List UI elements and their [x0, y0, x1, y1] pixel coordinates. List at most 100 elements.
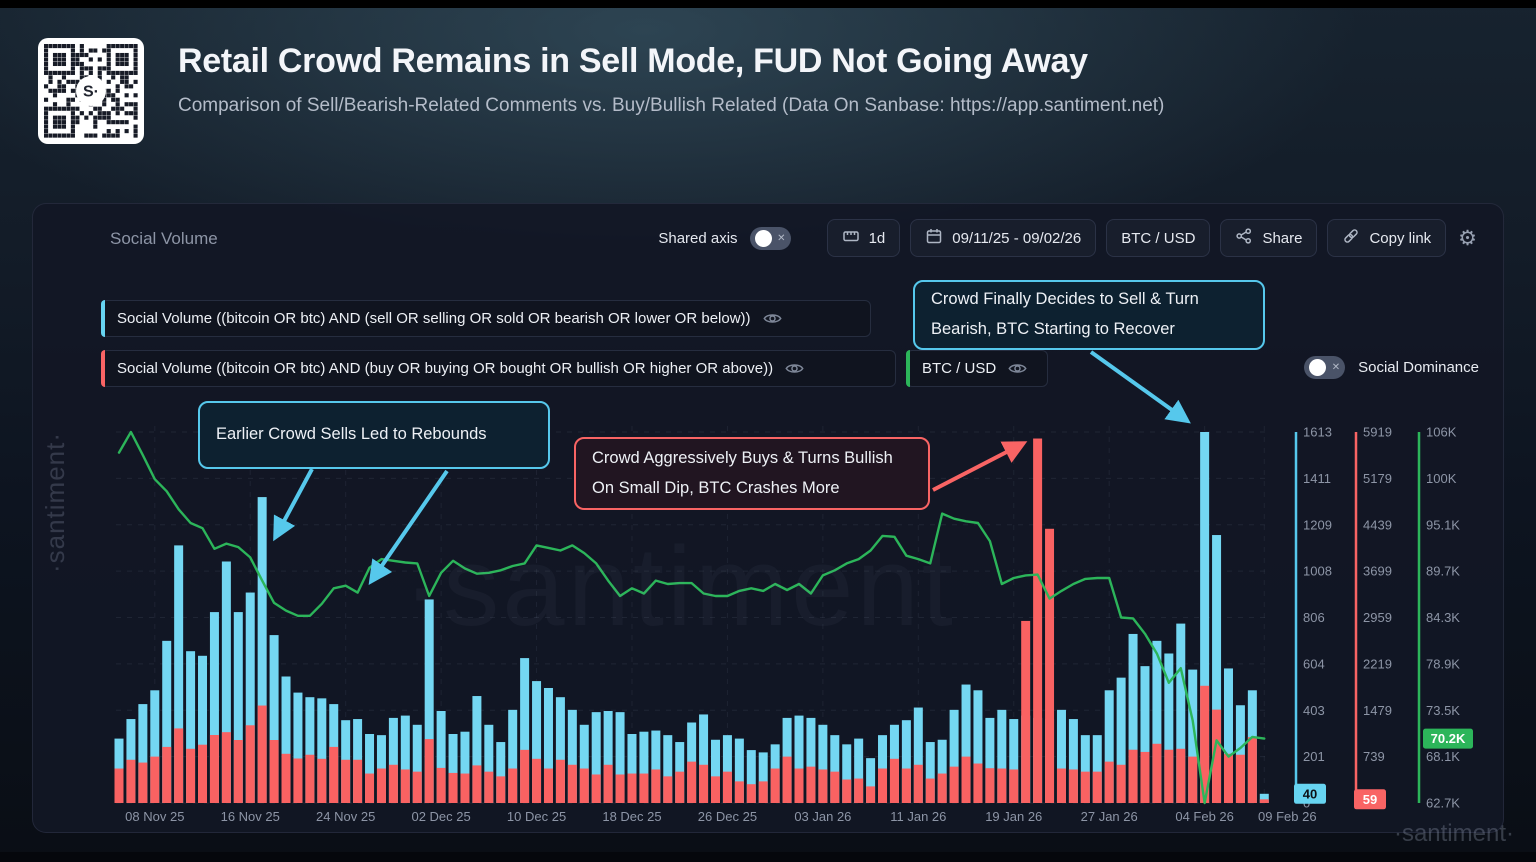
bar-buy[interactable]	[651, 769, 661, 803]
bar-sell[interactable]	[913, 707, 923, 803]
bar-buy[interactable]	[1212, 709, 1222, 803]
bar-sell[interactable]	[281, 676, 291, 803]
bar-buy[interactable]	[734, 781, 744, 803]
bar-sell[interactable]	[1200, 432, 1210, 803]
bar-buy[interactable]	[520, 749, 530, 803]
bar-sell[interactable]	[1188, 669, 1198, 803]
bar-sell[interactable]	[949, 709, 959, 803]
bar-sell[interactable]	[1009, 719, 1019, 803]
bar-buy[interactable]	[603, 764, 613, 803]
bar-sell[interactable]	[448, 733, 458, 803]
bar-buy[interactable]	[114, 768, 124, 803]
bar-sell[interactable]	[1259, 793, 1269, 803]
bar-sell[interactable]	[508, 709, 518, 803]
bar-sell[interactable]	[1092, 735, 1102, 803]
bar-buy[interactable]	[889, 758, 899, 803]
legend-item-buy[interactable]: Social Volume ((bitcoin OR btc) AND (buy…	[101, 350, 896, 387]
bar-buy[interactable]	[233, 740, 243, 803]
bar-buy[interactable]	[209, 734, 219, 803]
bar-buy[interactable]	[961, 756, 971, 803]
legend-item-btc[interactable]: BTC / USD	[906, 350, 1048, 387]
bar-buy[interactable]	[257, 705, 267, 803]
bar-buy[interactable]	[174, 728, 184, 803]
bar-buy[interactable]	[591, 774, 601, 803]
bar-sell[interactable]	[221, 561, 231, 803]
bar-sell[interactable]	[388, 717, 398, 803]
bar-sell[interactable]	[734, 738, 744, 803]
bar-sell[interactable]	[400, 715, 410, 803]
bar-buy[interactable]	[376, 768, 386, 803]
bar-sell[interactable]	[758, 752, 768, 803]
bar-sell[interactable]	[1080, 735, 1090, 803]
bar-buy[interactable]	[1092, 771, 1102, 803]
bar-buy[interactable]	[758, 781, 768, 803]
bar-buy[interactable]	[949, 766, 959, 803]
bar-sell[interactable]	[651, 730, 661, 803]
bar-buy[interactable]	[1188, 756, 1198, 803]
bar-buy[interactable]	[555, 759, 565, 803]
bar-sell[interactable]	[555, 697, 565, 803]
bar-buy[interactable]	[1164, 749, 1174, 803]
bar-sell[interactable]	[365, 733, 375, 803]
bar-buy[interactable]	[281, 753, 291, 803]
bar-buy[interactable]	[221, 732, 231, 803]
bar-buy[interactable]	[484, 771, 494, 803]
bar-sell[interactable]	[722, 735, 732, 803]
bar-buy[interactable]	[508, 768, 518, 803]
gear-icon[interactable]: ⚙	[1458, 226, 1477, 250]
bar-buy[interactable]	[365, 773, 375, 803]
bar-sell[interactable]	[1056, 709, 1066, 803]
bar-sell[interactable]	[937, 739, 947, 803]
bar-buy[interactable]	[162, 746, 172, 803]
bar-sell[interactable]	[138, 704, 148, 803]
bar-sell[interactable]	[484, 724, 494, 803]
bar-buy[interactable]	[937, 773, 947, 803]
bar-buy[interactable]	[460, 773, 470, 803]
bar-sell[interactable]	[746, 750, 756, 803]
bar-buy[interactable]	[186, 748, 196, 803]
bar-sell[interactable]	[198, 655, 208, 803]
bar-buy[interactable]	[913, 764, 923, 803]
bar-sell[interactable]	[293, 692, 303, 803]
chart-canvas[interactable]: 1613141112091008806604403201059195179443…	[33, 204, 1505, 834]
bar-sell[interactable]	[806, 717, 816, 803]
bar-sell[interactable]	[174, 545, 184, 803]
bar-sell[interactable]	[317, 698, 327, 803]
bar-buy[interactable]	[1021, 620, 1031, 803]
bar-buy[interactable]	[1152, 743, 1162, 803]
pair-button[interactable]: BTC / USD	[1106, 219, 1211, 257]
share-button[interactable]: Share	[1220, 219, 1318, 257]
bar-buy[interactable]	[1140, 751, 1150, 803]
eye-icon[interactable]	[785, 359, 804, 378]
bar-buy[interactable]	[138, 762, 148, 803]
bar-sell[interactable]	[615, 712, 625, 803]
bar-buy[interactable]	[448, 772, 458, 803]
bar-sell[interactable]	[1212, 535, 1222, 803]
bar-sell[interactable]	[973, 690, 983, 803]
bar-buy[interactable]	[412, 771, 422, 803]
bar-buy[interactable]	[675, 771, 685, 803]
bar-buy[interactable]	[985, 768, 995, 803]
bar-sell[interactable]	[1164, 653, 1174, 803]
bar-buy[interactable]	[639, 773, 649, 803]
bar-buy[interactable]	[567, 764, 577, 803]
bar-buy[interactable]	[1009, 769, 1019, 803]
bar-buy[interactable]	[341, 759, 351, 803]
bar-buy[interactable]	[699, 764, 709, 803]
bar-sell[interactable]	[209, 612, 219, 803]
bar-buy[interactable]	[1033, 438, 1043, 803]
bar-buy[interactable]	[269, 740, 279, 803]
bar-sell[interactable]	[901, 720, 911, 803]
bar-buy[interactable]	[496, 776, 506, 803]
bar-buy[interactable]	[1235, 754, 1245, 803]
bar-buy[interactable]	[1128, 749, 1138, 803]
bar-sell[interactable]	[711, 739, 720, 803]
bar-buy[interactable]	[579, 768, 589, 803]
bar-buy[interactable]	[770, 768, 780, 803]
bar-buy[interactable]	[543, 768, 553, 803]
bar-buy[interactable]	[746, 784, 756, 803]
bar-sell[interactable]	[257, 497, 267, 803]
bar-sell[interactable]	[818, 724, 828, 803]
bar-buy[interactable]	[245, 725, 255, 803]
bar-buy[interactable]	[854, 778, 864, 803]
